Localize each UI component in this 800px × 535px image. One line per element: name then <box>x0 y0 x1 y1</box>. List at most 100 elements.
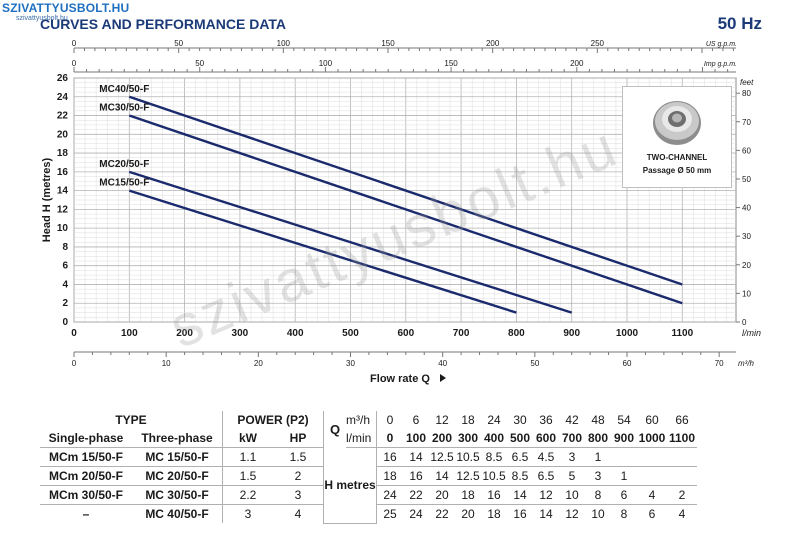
q-lmin-cell: 500 <box>507 429 533 448</box>
x-unit-label: l/min <box>742 328 761 338</box>
head-cell: 4 <box>637 485 667 505</box>
hp-value: 3 <box>273 485 324 505</box>
x-axis-label: Flow rate Q <box>370 373 430 385</box>
head-cell: 22 <box>403 485 429 505</box>
y-right-tick-label: 50 <box>742 175 751 184</box>
m3h-tick-label: 20 <box>254 359 263 368</box>
q-m3h-cell: 66 <box>675 413 689 427</box>
head-cell: 2 <box>667 485 697 505</box>
head-cell: 24 <box>376 485 403 505</box>
head-cell: 25 <box>383 507 397 521</box>
head-cell <box>667 447 697 467</box>
x-tick-label: 1100 <box>671 328 693 339</box>
y-right-tick-label: 0 <box>742 318 747 327</box>
impeller-inset: TWO-CHANNEL Passage Ø 50 mm <box>622 86 732 188</box>
hp-header: HP <box>273 429 324 448</box>
inset-line2: Passage Ø 50 mm <box>642 166 712 175</box>
head-cell: 6 <box>648 507 656 521</box>
head-cell: 14 <box>539 507 553 521</box>
y-tick-label: 12 <box>57 204 69 215</box>
hp-value: 2 <box>273 466 324 486</box>
three-phase-model: MC 40/50-F <box>132 504 223 523</box>
usgpm-tick-label: 100 <box>277 39 291 48</box>
y-right-tick-label: 40 <box>742 204 751 213</box>
lmin-label: l/min <box>346 429 377 448</box>
usgpm-tick-label: 200 <box>486 39 500 48</box>
head-cell: 8.5 <box>481 447 507 467</box>
y-right-tick-label: 10 <box>742 289 751 298</box>
q-m3h-cell: 30 <box>513 413 527 427</box>
head-cell: 3 <box>559 447 585 467</box>
kw-value: 2.2 <box>222 485 273 505</box>
head-cell: 3 <box>585 466 611 486</box>
head-cell: 12 <box>565 507 579 521</box>
impgpm-unit-label: Imp g.p.m. <box>704 61 737 68</box>
head-cell: 16 <box>403 466 429 486</box>
single-phase-model: – <box>82 507 90 521</box>
q-lmin-cell: 900 <box>611 429 637 448</box>
q-lmin-cell: 700 <box>559 429 585 448</box>
q-m3h-cell: 42 <box>565 413 579 427</box>
x-tick-label: 300 <box>232 328 249 339</box>
m3h-tick-label: 70 <box>715 359 724 368</box>
y-tick-label: 0 <box>62 317 68 328</box>
q-label: Q <box>329 421 341 437</box>
m3h-label: m³/h <box>346 411 377 429</box>
hp-value: 1.5 <box>273 447 324 467</box>
logo-site: szivattyusbolt.hu <box>16 15 68 22</box>
q-m3h-cell: 12 <box>435 413 449 427</box>
usgpm-tick-label: 250 <box>591 39 605 48</box>
head-cell: 18 <box>487 507 501 521</box>
head-cell: 16 <box>513 507 527 521</box>
m3h-tick-label: 60 <box>623 359 632 368</box>
y-axis-label: Head H (metres) <box>41 157 53 242</box>
head-cell: 24 <box>409 507 423 521</box>
single-phase-model: MCm 15/50-F <box>40 447 132 467</box>
y-tick-label: 20 <box>57 129 69 140</box>
q-lmin-cell: 600 <box>533 429 559 448</box>
q-lmin-cell: 800 <box>585 429 611 448</box>
x-tick-label: 600 <box>397 328 414 339</box>
head-cell <box>611 447 637 467</box>
single-phase-model: MCm 30/50-F <box>40 485 132 505</box>
head-cell: 18 <box>455 485 481 505</box>
head-cell: 16 <box>481 485 507 505</box>
q-lmin-cell: 200 <box>429 429 455 448</box>
y-right-tick-label: 20 <box>742 261 751 270</box>
usgpm-tick-label: 0 <box>72 39 77 48</box>
power-header: POWER (P2) <box>222 411 324 429</box>
head-cell: 10 <box>559 485 585 505</box>
type-header: TYPE <box>40 411 223 429</box>
y-right-tick-label: 70 <box>742 118 751 127</box>
q-m3h-cell: 18 <box>461 413 475 427</box>
m3h-tick-label: 0 <box>72 359 77 368</box>
m3h-unit-label: m³/h <box>738 359 755 368</box>
impgpm-tick-label: 50 <box>195 59 204 68</box>
y-tick-label: 2 <box>62 298 68 309</box>
y-tick-label: 8 <box>62 242 68 253</box>
x-tick-label: 0 <box>71 328 77 339</box>
y-tick-label: 24 <box>57 92 69 103</box>
y-right-tick-label: 30 <box>742 232 751 241</box>
y-tick-label: 10 <box>57 223 69 234</box>
head-cell: 6 <box>611 485 637 505</box>
impgpm-tick-label: 0 <box>72 59 77 68</box>
q-lmin-cell: 100 <box>403 429 429 448</box>
head-cell: 6.5 <box>533 466 559 486</box>
q-m3h-cell: 6 <box>412 413 420 427</box>
head-cell: 4.5 <box>533 447 559 467</box>
three-phase-model: MC 15/50-F <box>132 447 223 467</box>
q-m3h-cell: 36 <box>539 413 553 427</box>
head-cell: 8.5 <box>507 466 533 486</box>
m3h-tick-label: 30 <box>346 359 355 368</box>
single-phase-model: MCm 20/50-F <box>40 466 132 486</box>
performance-table: TYPE POWER (P2) Q m³/h 0 6 12 18 24 30 3… <box>40 411 697 524</box>
page-title: CURVES AND PERFORMANCE DATA <box>40 16 287 32</box>
q-m3h-cell: 0 <box>386 413 394 427</box>
x-tick-label: 700 <box>453 328 470 339</box>
x-tick-label: 200 <box>176 328 193 339</box>
q-lmin-cell: 0 <box>376 429 403 448</box>
head-cell: 1 <box>611 466 637 486</box>
usgpm-tick-label: 150 <box>381 39 395 48</box>
impgpm-tick-label: 200 <box>570 59 584 68</box>
